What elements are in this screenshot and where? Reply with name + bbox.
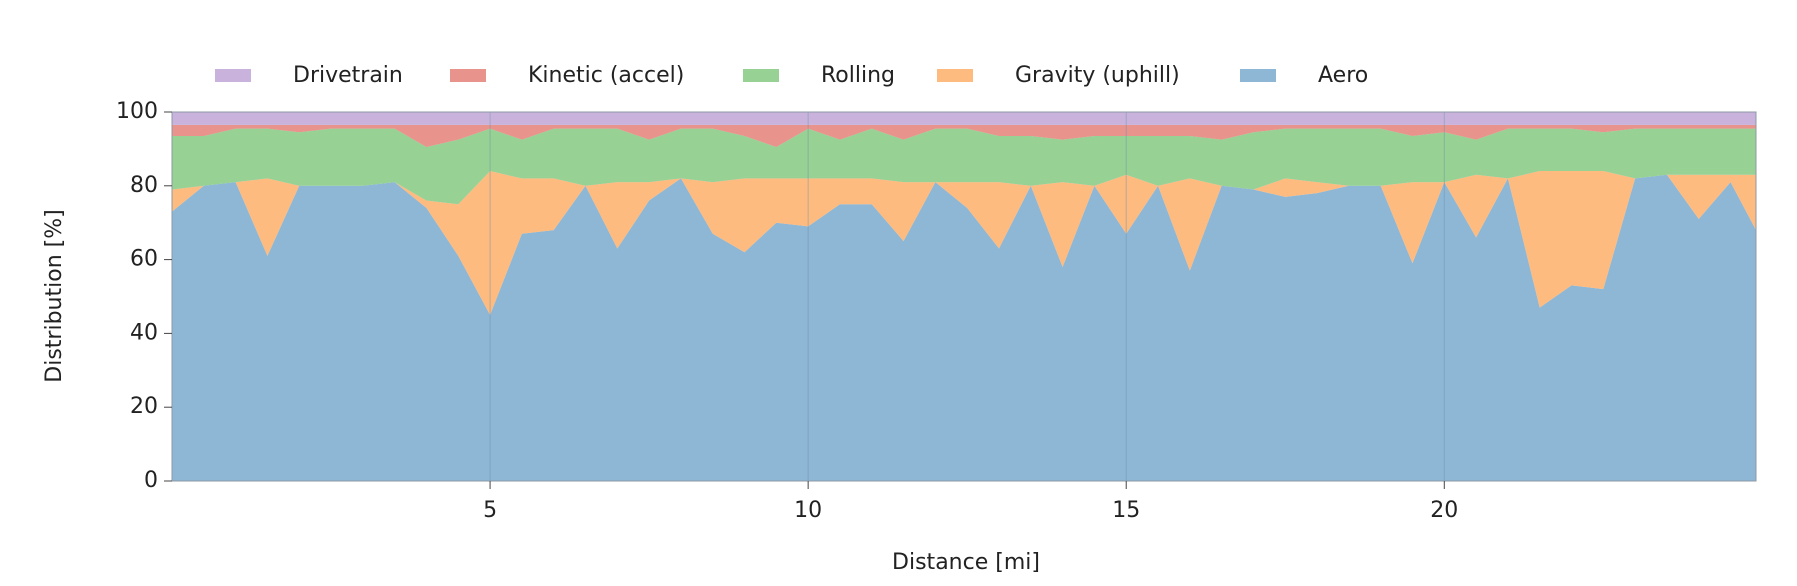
y-tick-label: 60 [130, 247, 158, 272]
x-tick-label: 15 [1112, 498, 1140, 523]
legend-swatch [450, 69, 486, 82]
legend-label: Gravity (uphill) [1015, 63, 1180, 88]
y-tick-label: 80 [130, 173, 158, 198]
y-tick-label: 0 [144, 468, 158, 493]
area [172, 112, 1756, 125]
x-tick-label: 10 [794, 498, 822, 523]
legend-label: Rolling [821, 63, 895, 88]
legend-label: Aero [1318, 63, 1368, 88]
area [172, 171, 1756, 315]
legend-label: Kinetic (accel) [528, 63, 684, 88]
legend-swatch [743, 69, 779, 82]
y-tick-label: 100 [116, 99, 158, 124]
area [172, 124, 1756, 148]
x-axis-title: Distance [mi] [892, 550, 1040, 575]
area [172, 128, 1756, 205]
legend-label: Drivetrain [293, 63, 403, 88]
y-tick-label: 40 [130, 320, 158, 345]
x-tick-label: 5 [483, 498, 497, 523]
y-axis-title: Distribution [%] [42, 209, 67, 382]
area [172, 174, 1756, 482]
legend-swatch [937, 69, 973, 82]
plot-frame [171, 111, 1757, 482]
x-tick-label: 20 [1430, 498, 1458, 523]
legend-swatch [215, 69, 251, 82]
y-tick-label: 20 [130, 394, 158, 419]
legend-swatch [1240, 69, 1276, 82]
